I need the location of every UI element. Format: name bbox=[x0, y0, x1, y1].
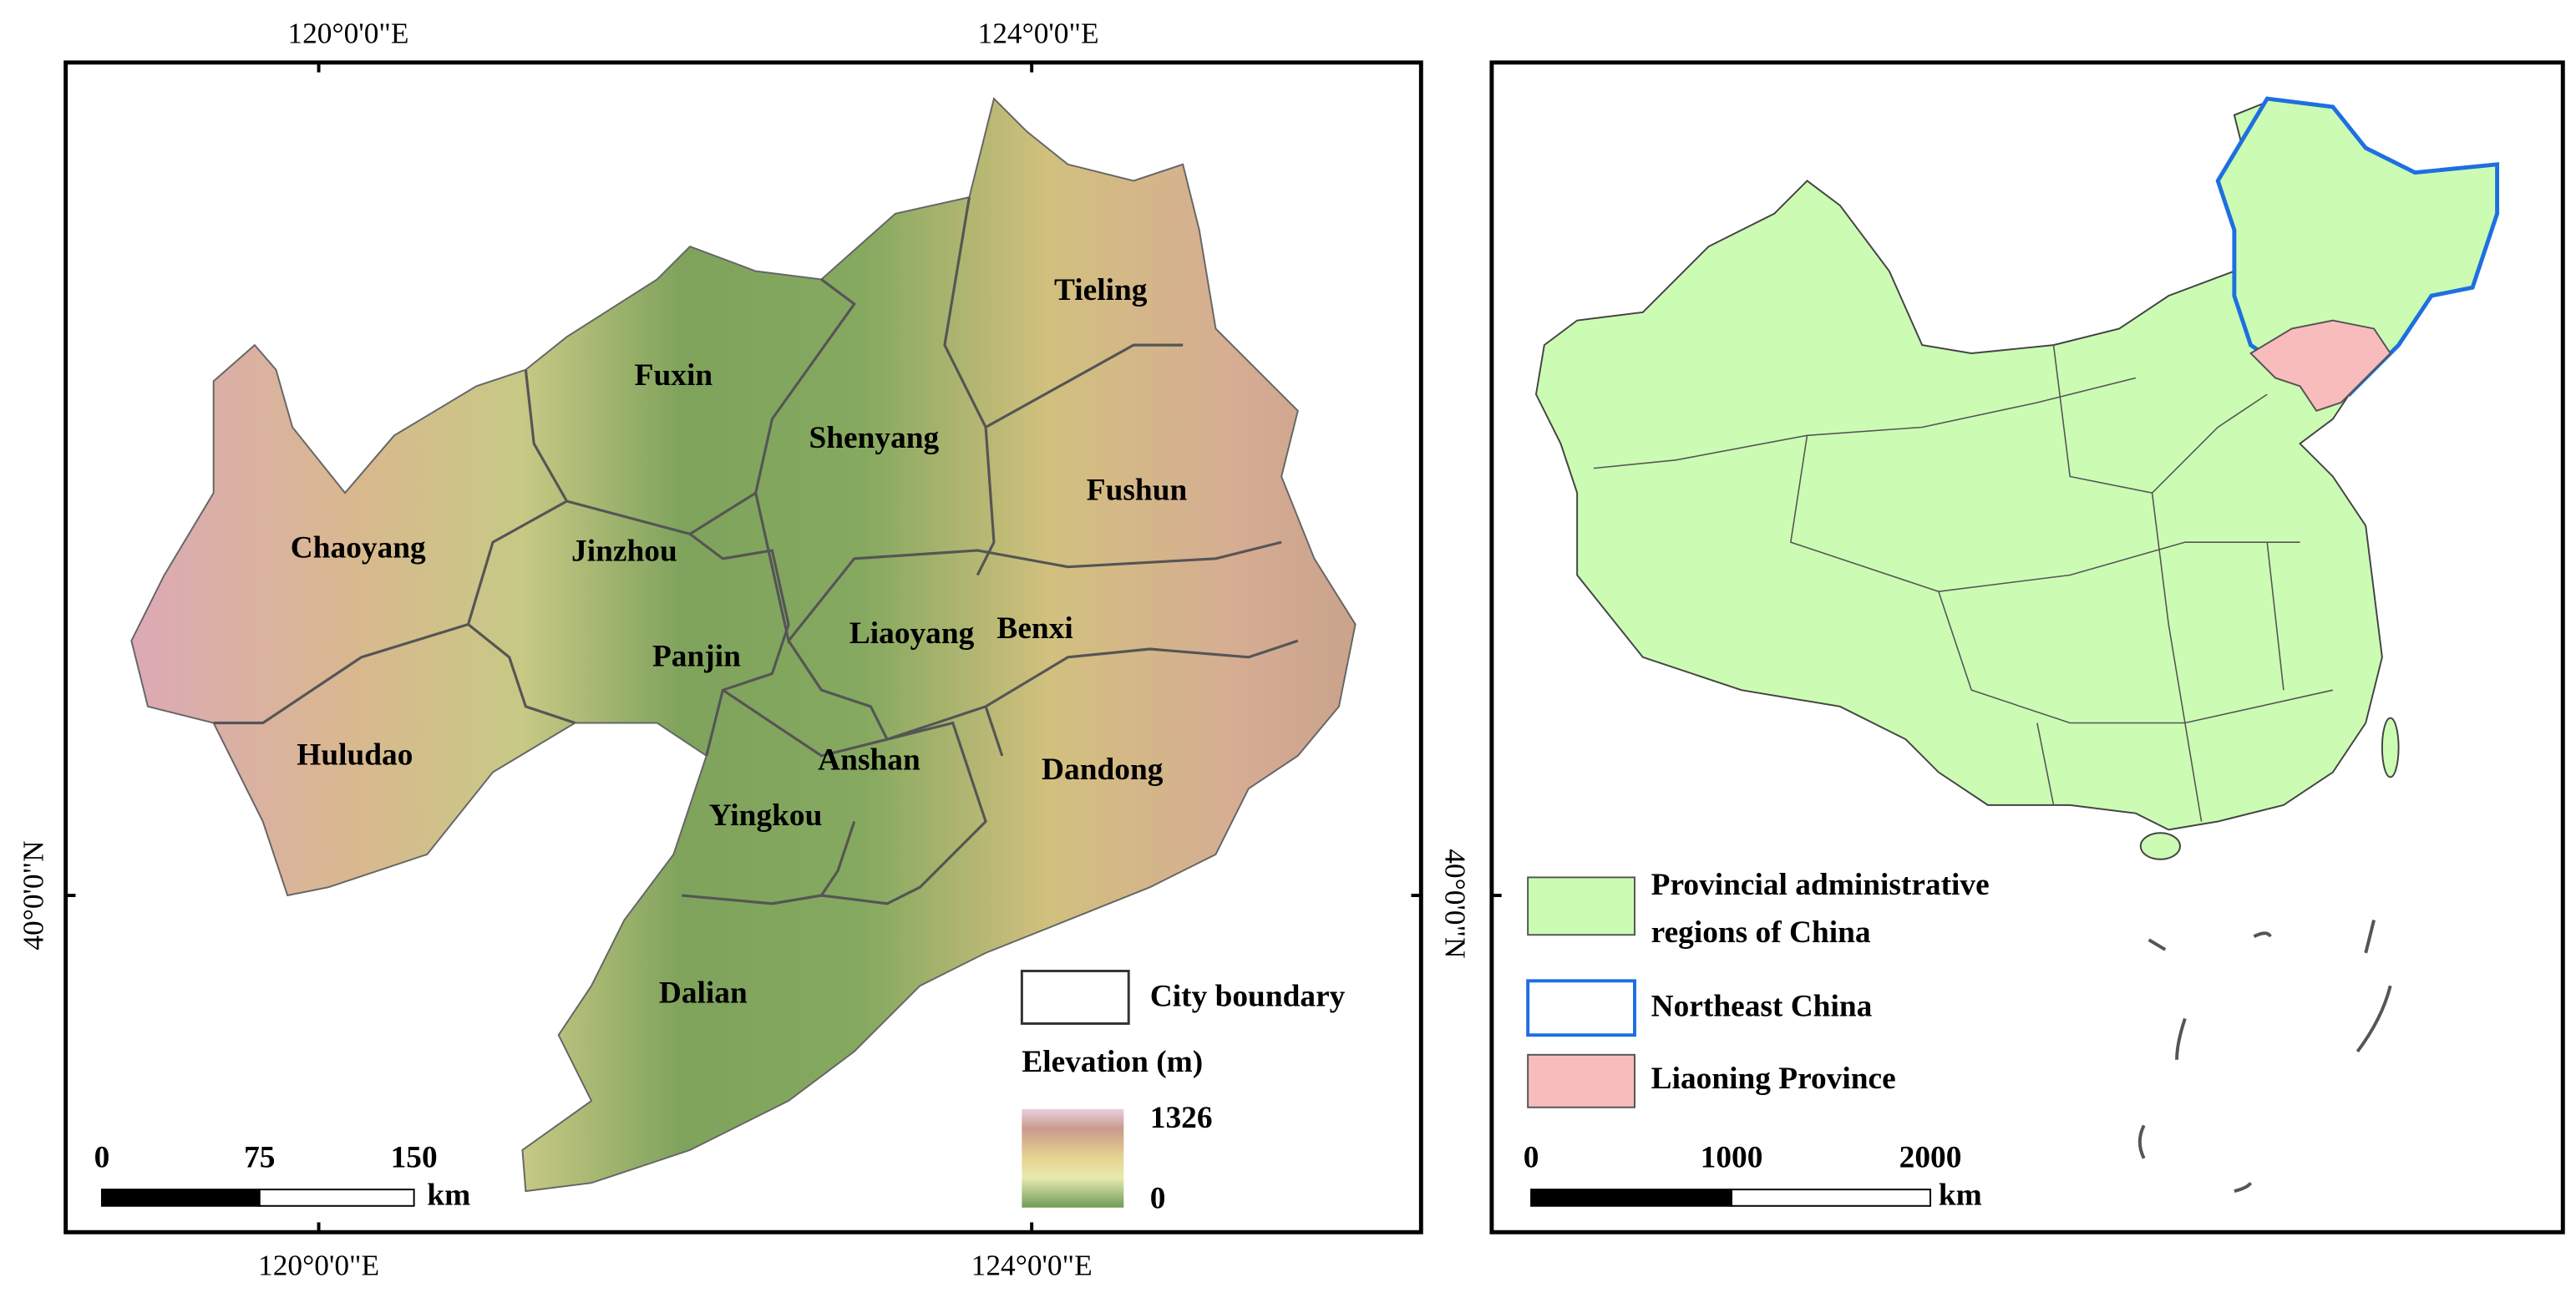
scale-bar bbox=[1530, 1189, 1932, 1207]
legend-title: Elevation (m) bbox=[1022, 1045, 1203, 1079]
latitude-label: 40°0'0"N bbox=[16, 840, 49, 950]
longitude-label: 124°0'0"E bbox=[978, 16, 1099, 49]
scale-unit: km bbox=[427, 1179, 470, 1213]
scale-label: 0 bbox=[94, 1140, 110, 1174]
city-label: Dandong bbox=[1042, 753, 1164, 787]
scale-bar bbox=[100, 1189, 415, 1207]
graticule-ticks bbox=[65, 62, 1422, 1233]
scale-label: 2000 bbox=[1899, 1140, 1962, 1174]
province-boundaries bbox=[1593, 345, 2334, 822]
scale-label: 75 bbox=[244, 1140, 275, 1174]
scale-label: 150 bbox=[391, 1140, 438, 1174]
city-label: Liaoyang bbox=[849, 616, 975, 651]
city-label: Fushun bbox=[1087, 474, 1188, 508]
legend-swatch bbox=[1527, 1053, 1635, 1108]
legend-label: City boundary bbox=[1150, 980, 1346, 1014]
scale-unit: km bbox=[1939, 1179, 1982, 1213]
south-sea-islands bbox=[2137, 920, 2392, 1193]
city-label: Fuxin bbox=[635, 358, 713, 393]
city-label: Benxi bbox=[996, 611, 1072, 646]
hainan bbox=[2139, 832, 2181, 860]
legend-boundary-swatch bbox=[1020, 970, 1130, 1025]
scale-label: 0 bbox=[1524, 1140, 1539, 1174]
longitude-label: 124°0'0"E bbox=[971, 1249, 1093, 1282]
city-boundaries bbox=[213, 196, 1299, 905]
liaoning-province bbox=[2249, 319, 2392, 412]
city-label: Dalian bbox=[659, 976, 748, 1011]
city-label: Tieling bbox=[1054, 273, 1148, 307]
longitude-label: 120°0'0"E bbox=[258, 1249, 379, 1282]
legend-label: Provincial administrative bbox=[1651, 868, 1990, 902]
liaoning-terrain bbox=[130, 97, 1356, 1193]
city-label: Anshan bbox=[818, 743, 920, 777]
longitude-label: 120°0'0"E bbox=[287, 16, 408, 49]
legend-label: Liaoning Province bbox=[1651, 1062, 1896, 1096]
left-frame bbox=[63, 60, 1423, 1235]
city-label: Shenyang bbox=[809, 421, 939, 455]
city-labels: Tieling Fuxin Shenyang Fushun Chaoyang J… bbox=[291, 273, 1188, 1011]
city-label: Chaoyang bbox=[291, 531, 426, 565]
city-label: Panjin bbox=[652, 639, 741, 673]
scale-label: 1000 bbox=[1701, 1140, 1763, 1174]
legend-label: regions of China bbox=[1651, 915, 1871, 950]
elevation-min: 0 bbox=[1150, 1181, 1166, 1215]
taiwan bbox=[2381, 717, 2400, 778]
elevation-max: 1326 bbox=[1150, 1101, 1213, 1135]
legend-label: Northeast China bbox=[1651, 989, 1873, 1023]
city-label: Yingkou bbox=[709, 799, 823, 833]
city-label: Jinzhou bbox=[571, 535, 677, 569]
legend-swatch bbox=[1527, 876, 1635, 936]
elevation-ramp bbox=[1022, 1108, 1124, 1208]
latitude-label: 40°0'0"N bbox=[1439, 849, 1473, 958]
city-label: Huludao bbox=[297, 738, 413, 772]
legend-swatch bbox=[1526, 979, 1636, 1037]
right-frame bbox=[1489, 60, 2565, 1235]
